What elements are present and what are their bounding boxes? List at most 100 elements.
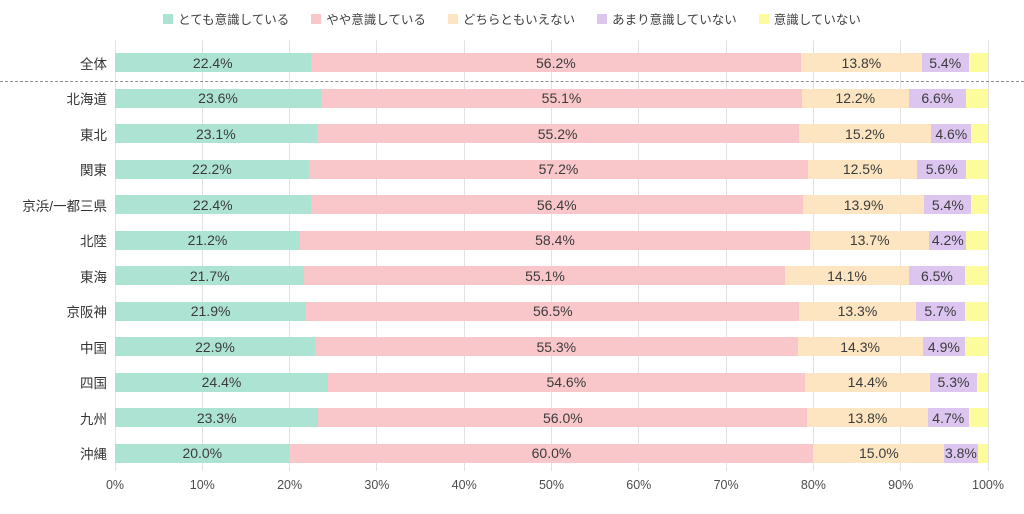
segment-value-label: 13.8% bbox=[841, 54, 882, 71]
segment-value-label: 21.2% bbox=[187, 232, 228, 249]
bar-segment bbox=[971, 124, 988, 144]
bar-segment: 21.9% bbox=[115, 301, 307, 321]
legend-swatch-icon bbox=[163, 13, 174, 24]
segment-value-label: 4.7% bbox=[932, 409, 965, 426]
category-label: 九州 bbox=[80, 411, 107, 427]
segment-value-label: 23.3% bbox=[196, 409, 237, 426]
segment-value-label: 23.1% bbox=[195, 125, 236, 142]
category-label: 四国 bbox=[80, 376, 107, 392]
segment-value-label: 5.6% bbox=[925, 161, 958, 178]
bar-segment: 4.6% bbox=[931, 124, 972, 144]
bar-segment bbox=[968, 408, 988, 428]
bar-segment: 21.7% bbox=[115, 266, 305, 286]
bar-segment bbox=[965, 301, 988, 321]
bar-segment: 22.4% bbox=[115, 195, 311, 215]
segment-value-label: 21.9% bbox=[190, 303, 231, 320]
chart-row: 京浜/一都三県 22.4% 56.4% 13.9% 5.4% bbox=[22, 187, 988, 223]
bar-segment: 55.3% bbox=[314, 337, 798, 357]
bar-segment: 13.9% bbox=[802, 195, 925, 215]
legend-label: とても意識している bbox=[178, 13, 290, 27]
stacked-bar: 23.3% 56.0% 13.8% 4.7% bbox=[115, 408, 988, 428]
segment-value-label: 5.7% bbox=[924, 303, 957, 320]
segment-value-label: 4.9% bbox=[927, 338, 960, 355]
bar-segment bbox=[965, 337, 988, 357]
bar-segment: 13.3% bbox=[799, 301, 916, 321]
segment-value-label: 54.6% bbox=[546, 374, 587, 391]
segment-value-label: 56.5% bbox=[532, 303, 573, 320]
segment-value-label: 15.0% bbox=[859, 445, 899, 462]
chart-row: 北陸 21.2% 58.4% 13.7% 4.2% bbox=[80, 223, 988, 259]
stacked-bar: 21.9% 56.5% 13.3% 5.7% bbox=[115, 301, 988, 321]
chart-row: 北海道 23.6% 55.1% 12.2% 6.6% bbox=[67, 81, 988, 117]
gridline bbox=[638, 40, 640, 471]
chart-row: 四国 24.4% 54.6% 14.4% 5.3% bbox=[80, 365, 988, 401]
segment-value-label: 24.4% bbox=[201, 374, 242, 391]
stacked-bar: 22.9% 55.3% 14.3% 4.9% bbox=[115, 337, 988, 357]
bar-segment: 54.6% bbox=[328, 372, 805, 392]
bar-segment: 13.8% bbox=[807, 408, 928, 428]
segment-value-label: 55.1% bbox=[541, 90, 582, 107]
bar-segment bbox=[976, 372, 988, 392]
bar-segment: 4.9% bbox=[922, 337, 966, 357]
x-axis-tick-label: 60% bbox=[626, 478, 652, 492]
segment-value-label: 15.2% bbox=[845, 125, 885, 142]
x-axis-tick-label: 30% bbox=[364, 478, 390, 492]
segment-value-label: 13.7% bbox=[849, 232, 890, 249]
legend-label: 意識していない bbox=[773, 13, 861, 27]
bar-segment: 5.4% bbox=[921, 53, 969, 73]
segment-value-label: 56.2% bbox=[536, 54, 576, 71]
segment-value-label: 14.1% bbox=[827, 267, 867, 284]
category-label: 関東 bbox=[80, 163, 107, 179]
bar-segment: 12.2% bbox=[802, 88, 909, 108]
segment-value-label: 23.6% bbox=[198, 90, 238, 107]
gridline bbox=[376, 40, 378, 471]
category-label: 全体 bbox=[80, 56, 107, 72]
gridline bbox=[551, 40, 552, 471]
bar-segment: 55.1% bbox=[321, 88, 803, 108]
x-axis-tick-label: 80% bbox=[800, 478, 826, 492]
bar-segment: 56.0% bbox=[318, 408, 808, 428]
segment-value-label: 55.1% bbox=[525, 267, 565, 284]
bar-segment: 5.4% bbox=[924, 195, 972, 215]
bar-segment: 55.2% bbox=[316, 124, 799, 144]
segment-value-label: 6.5% bbox=[920, 267, 953, 284]
segment-value-label: 12.2% bbox=[835, 90, 876, 107]
segment-value-label: 4.2% bbox=[931, 232, 964, 249]
bar-segment: 57.2% bbox=[308, 159, 809, 179]
legend-item: 意識していない bbox=[758, 9, 861, 28]
legend-swatch-icon bbox=[597, 13, 608, 24]
bar-segment bbox=[971, 195, 988, 215]
gridline bbox=[201, 40, 203, 471]
bar-segment: 22.2% bbox=[115, 159, 309, 179]
bar-segment bbox=[977, 443, 988, 463]
legend-swatch-icon bbox=[447, 13, 458, 24]
chart-row: 京阪神 21.9% 56.5% 13.3% 5.7% bbox=[67, 294, 988, 330]
stacked-bar: 24.4% 54.6% 14.4% 5.3% bbox=[115, 372, 988, 392]
bar-segment bbox=[966, 88, 988, 108]
segment-value-label: 5.4% bbox=[929, 54, 962, 71]
x-axis-tick-label: 100% bbox=[972, 478, 1004, 492]
x-axis-tick-label: 90% bbox=[888, 478, 914, 492]
x-axis-tick-label: 20% bbox=[277, 478, 303, 492]
segment-value-label: 55.3% bbox=[536, 338, 577, 355]
category-label: 北陸 bbox=[80, 234, 107, 250]
bar-segment: 60.0% bbox=[289, 443, 814, 463]
bar-segment: 23.1% bbox=[115, 124, 317, 144]
plot-area: 全体 22.4% 56.2% 13.8% 5.4% 北海道 23.6% 55.1% 12.2% 6… bbox=[0, 40, 1024, 492]
segment-value-label: 22.9% bbox=[195, 338, 235, 355]
bar-segment: 6.6% bbox=[908, 88, 967, 108]
chart-row: 沖縄 20.0% 60.0% 15.0% 3.8% bbox=[80, 436, 988, 472]
chart-legend: とても意識している やや意識している どちらともいえない あまり意識していない 意識して… bbox=[0, 9, 1024, 28]
category-label: 東北 bbox=[80, 127, 107, 143]
segment-value-label: 22.2% bbox=[192, 161, 232, 178]
x-axis-tick-label: 0% bbox=[105, 478, 125, 492]
legend-label: どちらともいえない bbox=[462, 13, 576, 27]
chart-row: 東北 23.1% 55.2% 15.2% 4.6% bbox=[80, 116, 988, 152]
stacked-bar: 23.6% 55.1% 12.2% 6.6% bbox=[115, 88, 988, 108]
bar-segment: 6.5% bbox=[908, 266, 966, 286]
bar-segment: 24.4% bbox=[115, 372, 328, 392]
segment-value-label: 56.4% bbox=[536, 196, 577, 213]
bar-segment: 21.2% bbox=[115, 230, 301, 250]
gridline bbox=[987, 40, 989, 471]
chart-row: 全体 22.4% 56.2% 13.8% 5.4% bbox=[80, 45, 988, 81]
